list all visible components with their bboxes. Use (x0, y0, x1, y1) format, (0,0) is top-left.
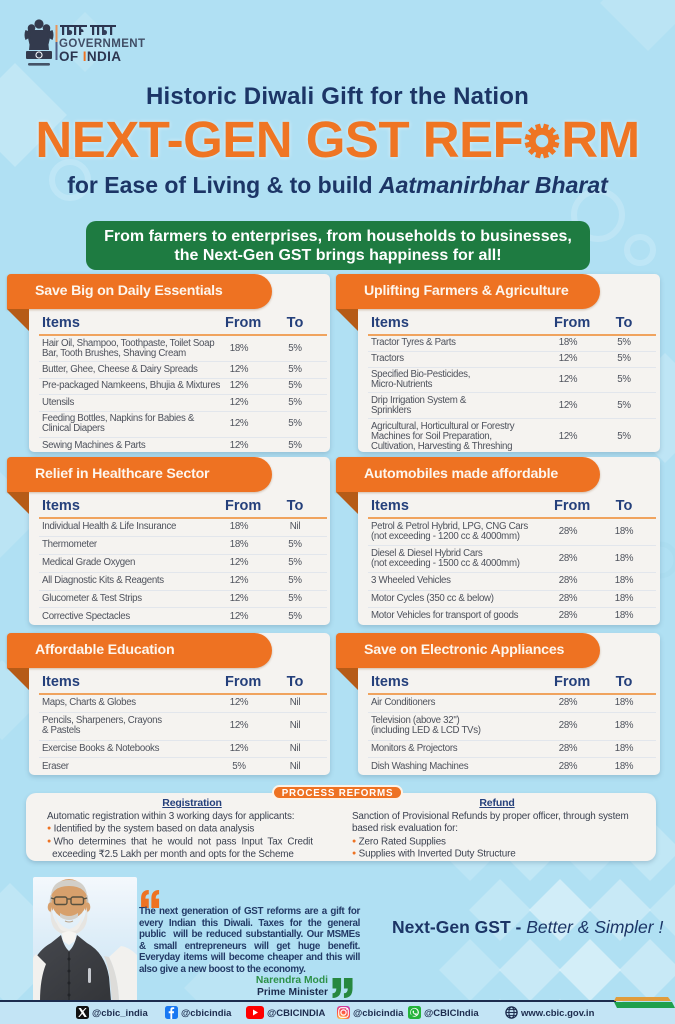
svg-text:GOVERNMENT: GOVERNMENT (59, 38, 145, 50)
svg-text:OF INDIA: OF INDIA (59, 49, 121, 64)
